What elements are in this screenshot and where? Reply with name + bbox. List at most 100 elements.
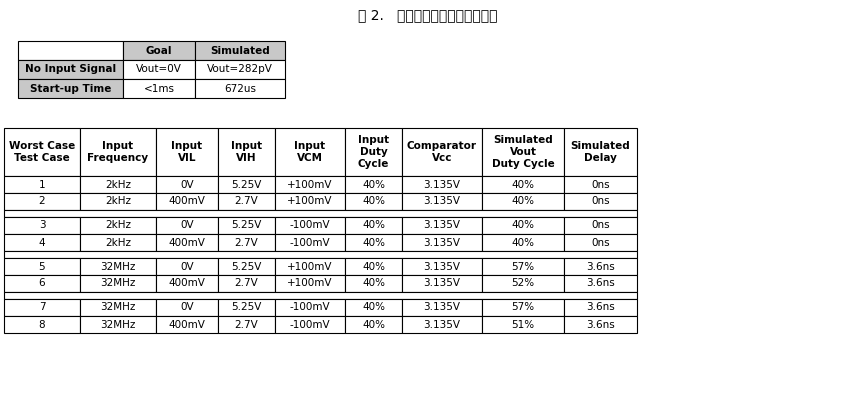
Bar xyxy=(218,316,275,333)
Bar xyxy=(218,176,275,193)
Text: 32MHz: 32MHz xyxy=(100,319,135,329)
Bar xyxy=(218,258,275,275)
Bar xyxy=(402,234,482,251)
Text: 32MHz: 32MHz xyxy=(100,302,135,312)
Bar xyxy=(275,299,345,316)
Bar xyxy=(275,217,345,234)
Text: +100mV: +100mV xyxy=(287,278,333,289)
Text: Input
Frequency: Input Frequency xyxy=(87,141,148,163)
Bar xyxy=(564,275,637,292)
Text: Simulated
Delay: Simulated Delay xyxy=(571,141,631,163)
Text: Vout=282pV: Vout=282pV xyxy=(207,64,273,74)
Text: 2kHz: 2kHz xyxy=(105,179,131,190)
Text: 40%: 40% xyxy=(512,196,535,206)
Bar xyxy=(4,258,80,275)
Bar xyxy=(345,234,402,251)
Bar xyxy=(18,79,123,98)
Text: 5.25V: 5.25V xyxy=(231,302,261,312)
Bar xyxy=(218,128,275,176)
Bar xyxy=(482,193,564,210)
Bar xyxy=(4,128,80,176)
Bar xyxy=(123,79,195,98)
Text: 51%: 51% xyxy=(512,319,535,329)
Bar xyxy=(482,258,564,275)
Bar xyxy=(345,275,402,292)
Text: 3: 3 xyxy=(39,220,45,230)
Text: Input
VIH: Input VIH xyxy=(231,141,262,163)
Bar xyxy=(402,299,482,316)
Text: 3.6ns: 3.6ns xyxy=(586,262,614,272)
Bar xyxy=(482,316,564,333)
Text: 400mV: 400mV xyxy=(169,196,206,206)
Bar xyxy=(4,176,80,193)
Bar xyxy=(4,217,80,234)
Bar xyxy=(275,258,345,275)
Bar xyxy=(345,217,402,234)
Text: 2.7V: 2.7V xyxy=(235,238,258,248)
Text: 0ns: 0ns xyxy=(591,179,610,190)
Text: 表 2.   设计目标和仿真性能的比较: 表 2. 设计目标和仿真性能的比较 xyxy=(358,8,498,22)
Text: Vout=0V: Vout=0V xyxy=(136,64,182,74)
Text: +100mV: +100mV xyxy=(287,179,333,190)
Bar xyxy=(482,299,564,316)
Bar xyxy=(564,217,637,234)
Bar xyxy=(4,299,80,316)
Bar xyxy=(275,176,345,193)
Text: 32MHz: 32MHz xyxy=(100,278,135,289)
Bar xyxy=(218,299,275,316)
Text: 2.7V: 2.7V xyxy=(235,319,258,329)
Bar xyxy=(402,176,482,193)
Bar xyxy=(80,299,156,316)
Bar xyxy=(564,234,637,251)
Text: 40%: 40% xyxy=(362,238,385,248)
Text: 5.25V: 5.25V xyxy=(231,262,261,272)
Text: 2: 2 xyxy=(39,196,45,206)
Text: -100mV: -100mV xyxy=(290,238,330,248)
Bar xyxy=(564,193,637,210)
Bar xyxy=(402,258,482,275)
Text: Goal: Goal xyxy=(146,45,172,55)
Text: 0V: 0V xyxy=(180,179,194,190)
Bar xyxy=(275,128,345,176)
Text: 0ns: 0ns xyxy=(591,238,610,248)
Text: 3.135V: 3.135V xyxy=(423,302,460,312)
Text: -100mV: -100mV xyxy=(290,220,330,230)
Bar xyxy=(564,316,637,333)
Bar xyxy=(218,193,275,210)
Bar xyxy=(482,275,564,292)
Text: 0V: 0V xyxy=(180,220,194,230)
Text: 40%: 40% xyxy=(362,262,385,272)
Text: 40%: 40% xyxy=(362,319,385,329)
Text: 57%: 57% xyxy=(512,262,535,272)
Bar xyxy=(80,176,156,193)
Bar xyxy=(156,217,218,234)
Text: 40%: 40% xyxy=(512,179,535,190)
Bar xyxy=(345,176,402,193)
Text: 0ns: 0ns xyxy=(591,220,610,230)
Text: 3.135V: 3.135V xyxy=(423,179,460,190)
Text: 52%: 52% xyxy=(512,278,535,289)
Text: 400mV: 400mV xyxy=(169,319,206,329)
Text: 2kHz: 2kHz xyxy=(105,238,131,248)
Text: 400mV: 400mV xyxy=(169,238,206,248)
Text: 672us: 672us xyxy=(224,84,256,94)
Text: Input
VIL: Input VIL xyxy=(171,141,202,163)
Text: 0V: 0V xyxy=(180,302,194,312)
Text: +100mV: +100mV xyxy=(287,196,333,206)
Text: 40%: 40% xyxy=(362,220,385,230)
Bar xyxy=(80,193,156,210)
Bar xyxy=(564,258,637,275)
Bar xyxy=(482,217,564,234)
Text: 0ns: 0ns xyxy=(591,196,610,206)
Bar xyxy=(4,210,637,217)
Text: 2.7V: 2.7V xyxy=(235,278,258,289)
Bar xyxy=(195,60,285,79)
Bar xyxy=(218,217,275,234)
Bar xyxy=(482,128,564,176)
Bar xyxy=(564,176,637,193)
Bar xyxy=(402,316,482,333)
Text: -100mV: -100mV xyxy=(290,302,330,312)
Text: 2.7V: 2.7V xyxy=(235,196,258,206)
Bar xyxy=(482,176,564,193)
Text: Input
VCM: Input VCM xyxy=(295,141,326,163)
